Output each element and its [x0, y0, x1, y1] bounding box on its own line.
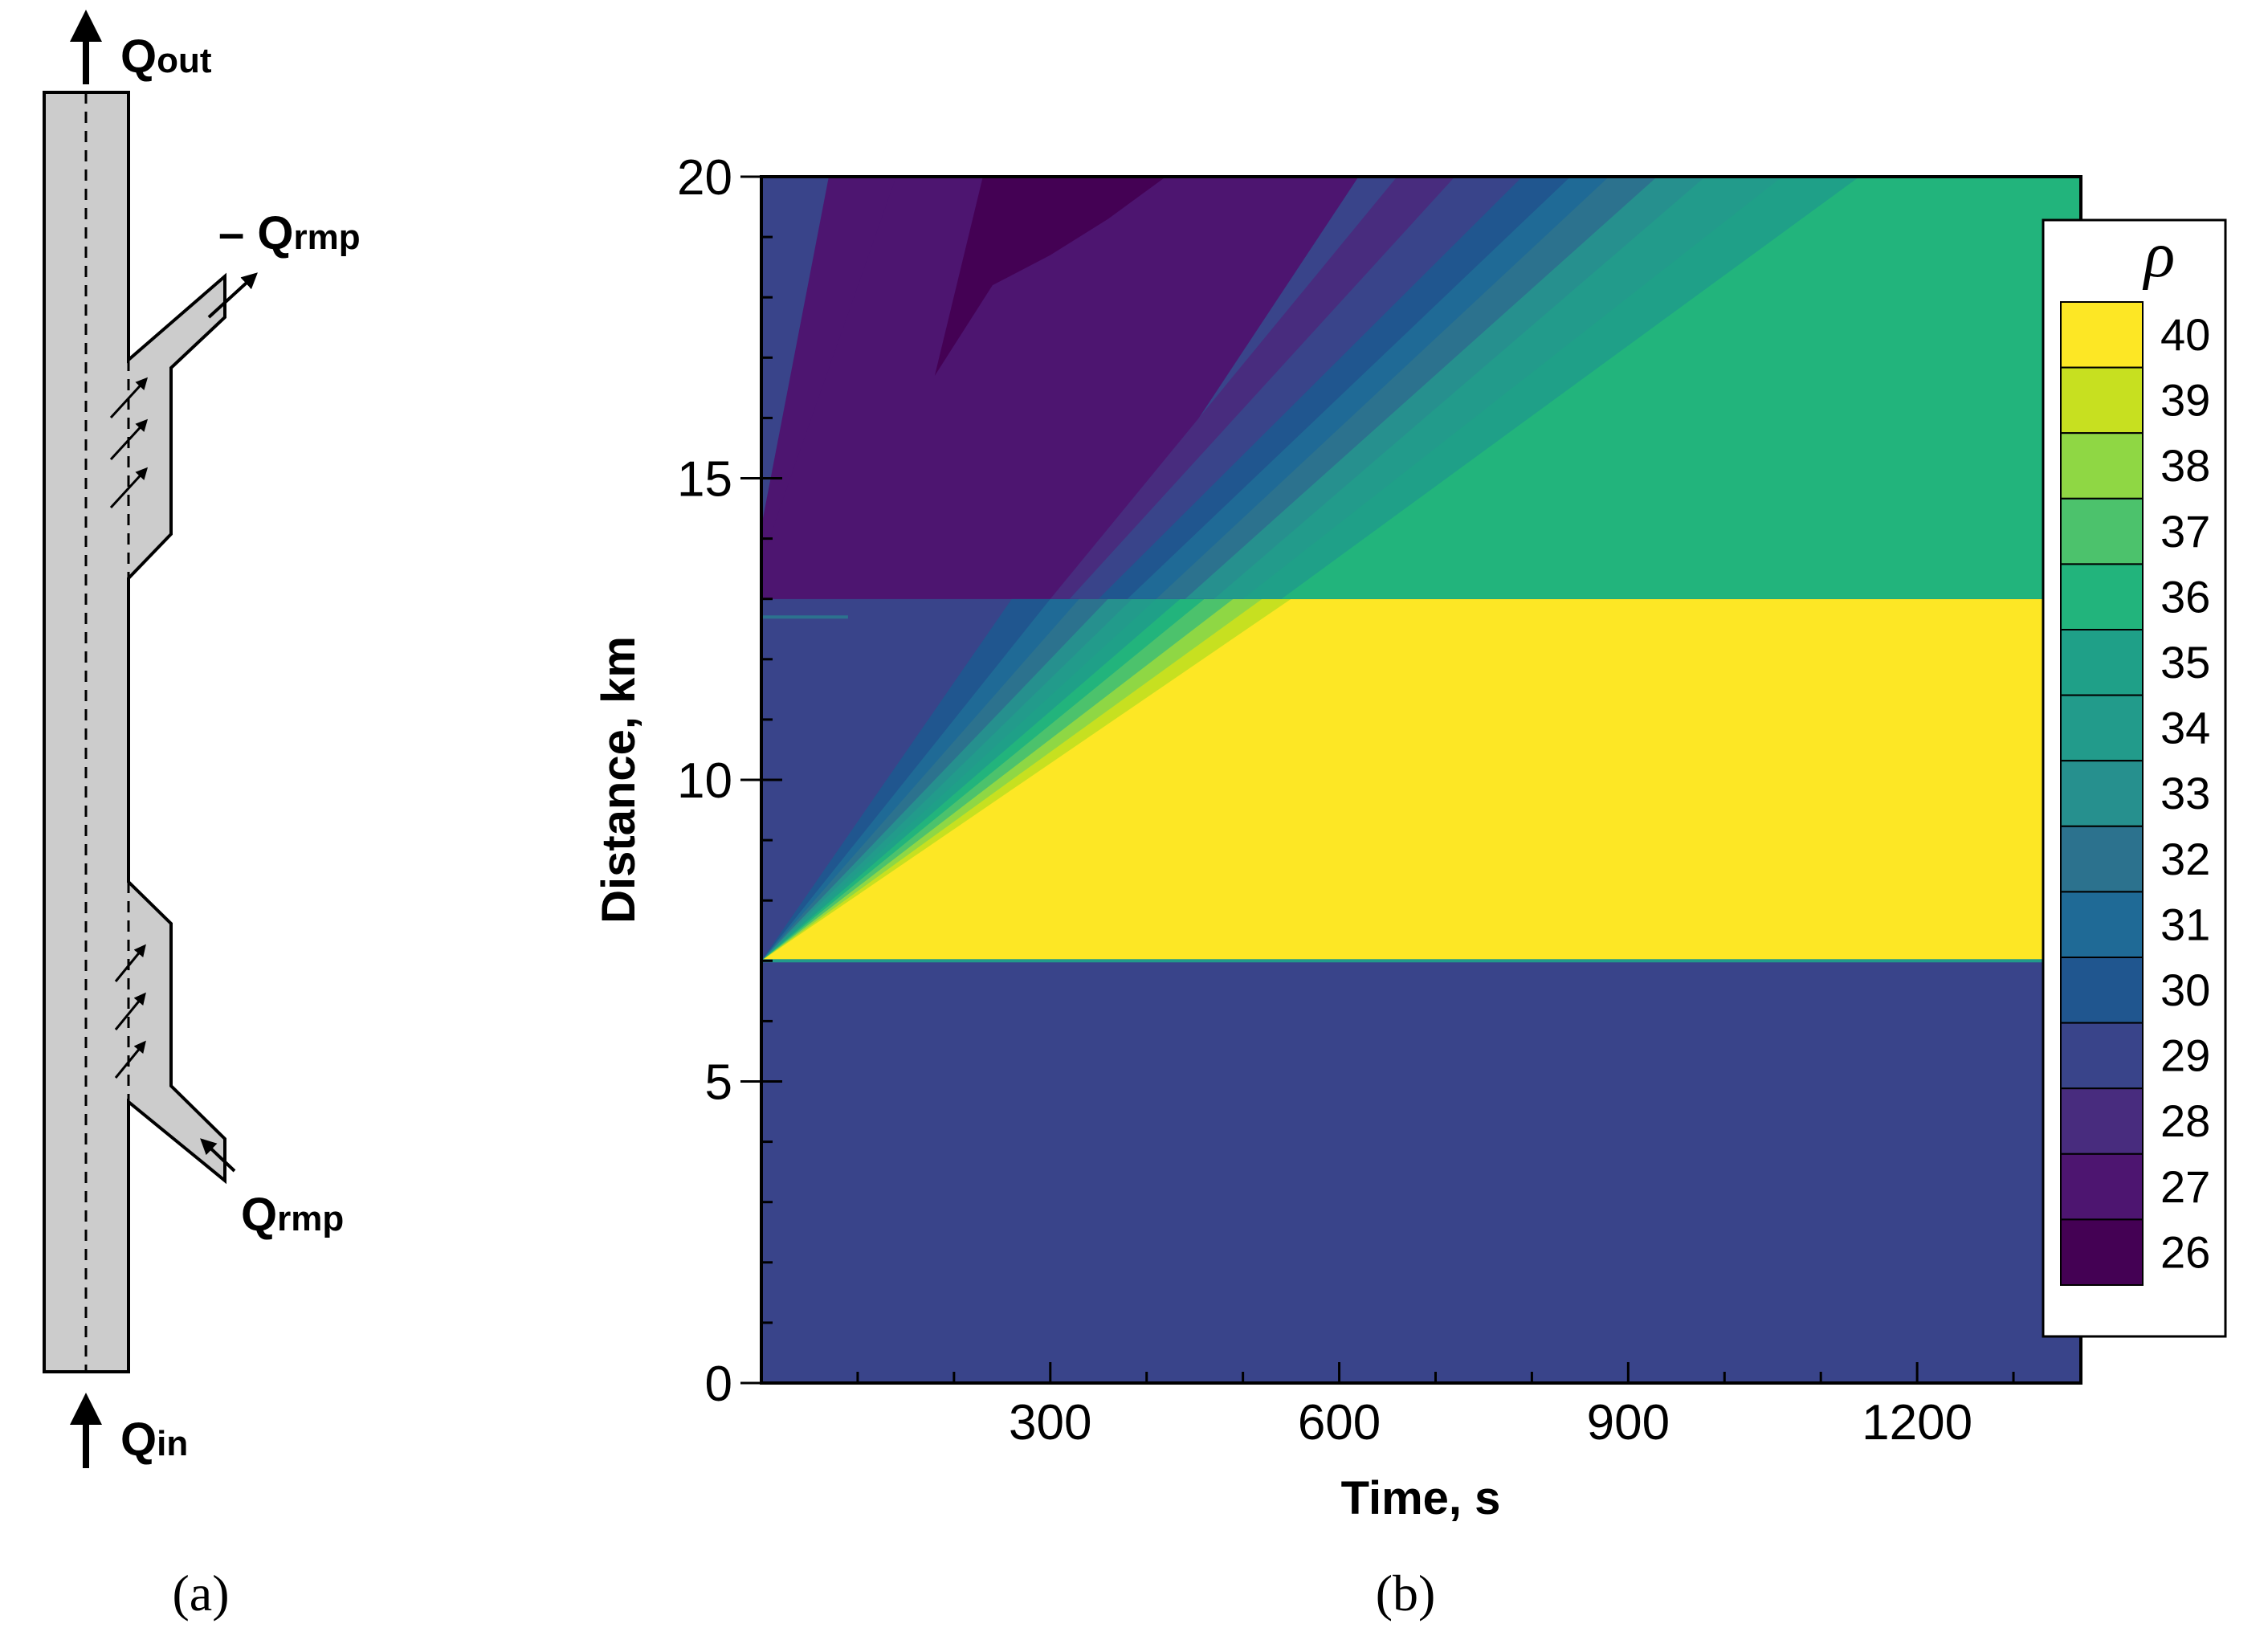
legend-swatch-36	[2060, 563, 2144, 631]
onramp-merge-arrow-3	[114, 1040, 146, 1079]
legend-label-33: 33	[2160, 768, 2210, 818]
panel-a-label: (a)	[172, 1565, 229, 1622]
panel-b-label: (b)	[1376, 1565, 1436, 1622]
legend-label-28: 28	[2160, 1095, 2210, 1146]
legend-swatch-35	[2060, 629, 2144, 696]
legend-swatch-32	[2060, 825, 2144, 893]
offramp-exit-arrow	[207, 272, 258, 319]
x-axis: 300 600 900 1200	[856, 1362, 2015, 1450]
q-out-label: Qout	[120, 31, 212, 83]
legend-swatch-40	[2060, 301, 2144, 369]
offramp-merge-arrow-1	[109, 377, 149, 419]
legend-label-27: 27	[2160, 1161, 2210, 1212]
legend-swatch-39	[2060, 366, 2144, 435]
onramp-merge-arrow-1	[114, 944, 146, 982]
legend-label-32: 32	[2160, 834, 2210, 884]
offramp-merge-arrow-3	[109, 467, 149, 509]
road-diagram: Qout Qin – Qrmp Qrmp (a)	[43, 10, 361, 1622]
legend-label-38: 38	[2160, 440, 2210, 491]
legend-swatches: 40 39 38 37 36 35 34 33 32 31 30 29 28 27 26	[2060, 301, 2210, 1287]
onramp-merge-arrow-2	[114, 992, 146, 1030]
legend-swatch-26	[2060, 1218, 2144, 1287]
y-tick-label-10: 10	[677, 753, 732, 809]
legend-label-39: 39	[2160, 375, 2210, 426]
legend-label-34: 34	[2160, 703, 2210, 753]
plot-area	[761, 177, 2081, 1383]
band-between-ramps-40	[761, 598, 2081, 961]
road-body	[43, 91, 226, 1373]
legend-label-36: 36	[2160, 571, 2210, 622]
band-downstream-27b	[761, 177, 1359, 599]
onramp-entry-arrow	[200, 1138, 236, 1173]
y-tick-label-15: 15	[677, 452, 732, 508]
y-tick-label-20: 20	[677, 150, 732, 206]
legend-swatch-28	[2060, 1087, 2144, 1155]
legend-swatch-34	[2060, 694, 2144, 762]
colorbar-legend: ρ 40 39 38 37 36 35 34 33 32 31 30 29 28 27 26	[2042, 218, 2227, 1338]
legend-label-29: 29	[2160, 1030, 2210, 1081]
q-offramp-label: – Qrmp	[218, 207, 361, 259]
x-tick-label-1200: 1200	[1862, 1395, 1972, 1450]
legend-swatch-37	[2060, 497, 2144, 565]
band-downstream-36	[1281, 177, 2081, 599]
legend-swatch-38	[2060, 432, 2144, 500]
region-upstream	[761, 961, 2081, 1383]
q-onramp-label: Qrmp	[241, 1189, 344, 1241]
legend-label-31: 31	[2160, 899, 2210, 949]
legend-label-30: 30	[2160, 965, 2210, 1015]
legend-swatch-30	[2060, 957, 2144, 1024]
legend-title: ρ	[2142, 220, 2175, 291]
x-tick-label-900: 900	[1587, 1395, 1670, 1450]
band-downstream-26	[934, 177, 1166, 376]
y-tick-label-0: 0	[705, 1357, 732, 1412]
y-axis: 0 5 10 15 20	[677, 150, 782, 1412]
legend-label-40: 40	[2160, 309, 2210, 360]
legend-label-35: 35	[2160, 637, 2210, 687]
x-axis-label: Time, s	[1341, 1472, 1501, 1524]
x-tick-label-600: 600	[1298, 1395, 1381, 1450]
density-contour-chart: 300 600 900 1200 0 5 10 15 20 Time, s Distance,…	[593, 150, 2227, 1622]
offramp-merge-arrow-2	[109, 418, 149, 461]
q-in-label: Qin	[120, 1414, 188, 1466]
legend-label-37: 37	[2160, 506, 2210, 557]
y-axis-label: Distance, km	[593, 636, 645, 924]
legend-label-26: 26	[2160, 1226, 2210, 1277]
y-tick-label-5: 5	[705, 1055, 732, 1111]
legend-swatch-31	[2060, 891, 2144, 959]
legend-swatch-29	[2060, 1022, 2144, 1090]
x-tick-label-300: 300	[1009, 1395, 1091, 1450]
legend-swatch-27	[2060, 1153, 2144, 1221]
legend-swatch-33	[2060, 760, 2144, 827]
